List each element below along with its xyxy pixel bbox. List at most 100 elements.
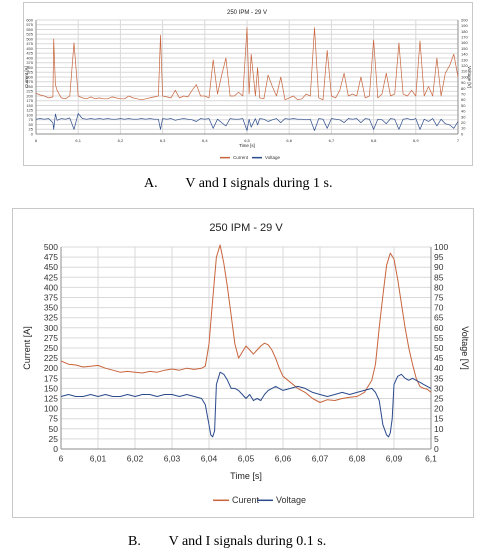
y-right-tick-label: 100 — [461, 74, 468, 79]
y-left-tick-label: 75 — [49, 414, 59, 424]
y-right-tick-label: 50 — [434, 343, 444, 353]
y-right-tick-label: 45 — [434, 353, 444, 363]
y-right-tick-label: 200 — [461, 17, 468, 22]
y-axis-right-label: Voltage [V] — [467, 66, 472, 88]
y-right-tick-label: 70 — [434, 303, 444, 313]
y-left-tick-label: 475 — [26, 41, 33, 46]
series-line-current — [35, 27, 459, 101]
y-left-tick-label: 450 — [44, 262, 58, 272]
y-right-tick-label: 180 — [461, 29, 468, 34]
y-left-tick-label: 375 — [44, 292, 58, 302]
x-tick-label: 6,7 — [329, 138, 335, 143]
y-right-tick-label: 55 — [434, 333, 444, 343]
y-right-tick-label: 170 — [461, 35, 468, 40]
y-right-tick-label: 110 — [461, 69, 468, 74]
x-tick-label: 6,4 — [202, 138, 208, 143]
y-left-tick-label: 450 — [26, 46, 33, 51]
y-left-tick-label: 150 — [44, 383, 58, 393]
y-left-tick-label: 175 — [26, 98, 33, 103]
series-line-voltage — [60, 371, 432, 438]
x-tick-label: 6,2 — [118, 138, 124, 143]
y-left-tick-label: 400 — [26, 55, 33, 60]
x-tick-label: 6,5 — [244, 138, 250, 143]
y-right-tick-label: 160 — [461, 40, 468, 45]
x-tick-label: 6,04 — [201, 454, 218, 464]
x-tick-label: 6,1 — [425, 454, 437, 464]
x-tick-label: 6,03 — [164, 454, 181, 464]
caption-b: B. V and I signals during 0.1 s. — [128, 534, 327, 549]
y-right-tick-label: 190 — [461, 23, 468, 28]
caption-a: A. V and I signals during 1 s. — [144, 176, 333, 191]
legend-label-voltage: Voltage — [265, 155, 281, 160]
y-left-tick-label: 125 — [44, 393, 58, 403]
y-right-tick-label: 35 — [434, 373, 444, 383]
y-left-tick-label: 600 — [26, 17, 33, 22]
chart-a: 250 IPM - 29 V02550751001251501752002252… — [24, 10, 472, 160]
y-left-tick-label: 50 — [49, 424, 59, 434]
x-axis-label: Time [s] — [230, 471, 262, 481]
y-right-tick-label: 15 — [434, 414, 444, 424]
y-right-tick-label: 75 — [434, 292, 444, 302]
y-right-tick-label: 130 — [461, 57, 468, 62]
y-right-tick-label: 60 — [461, 97, 466, 102]
y-right-tick-label: 140 — [461, 52, 468, 57]
y-axis-right-label: Voltage [V] — [460, 326, 470, 370]
x-tick-label: 6,1 — [75, 138, 81, 143]
y-left-tick-label: 275 — [26, 79, 33, 84]
y-left-tick-label: 25 — [29, 127, 34, 132]
x-tick-label: 7 — [457, 138, 460, 143]
y-right-tick-label: 80 — [461, 86, 466, 91]
y-right-tick-label: 25 — [434, 393, 444, 403]
y-left-tick-label: 125 — [26, 108, 33, 113]
y-left-tick-label: 550 — [26, 27, 33, 32]
x-tick-label: 6,09 — [386, 454, 403, 464]
y-right-tick-label: 10 — [434, 424, 444, 434]
y-right-tick-label: 70 — [461, 92, 466, 97]
x-tick-label: 6 — [35, 138, 38, 143]
y-left-tick-label: 300 — [44, 323, 58, 333]
y-right-tick-label: 30 — [434, 383, 444, 393]
y-left-tick-label: 575 — [26, 22, 33, 27]
y-left-tick-label: 425 — [26, 51, 33, 56]
x-tick-label: 6,05 — [238, 454, 255, 464]
y-left-tick-label: 525 — [26, 32, 33, 37]
y-left-tick-label: 325 — [26, 70, 33, 75]
x-tick-label: 6,6 — [286, 138, 292, 143]
y-left-tick-label: 50 — [29, 122, 34, 127]
x-tick-label: 6,06 — [275, 454, 292, 464]
y-right-tick-label: 50 — [461, 103, 466, 108]
y-left-tick-label: 200 — [44, 363, 58, 373]
legend-label-curent: Curent — [232, 495, 260, 505]
y-right-tick-label: 85 — [434, 272, 444, 282]
x-tick-label: 6,9 — [413, 138, 419, 143]
chart-b: 250 IPM - 29 V02550751001251501752002252… — [22, 222, 470, 505]
y-right-tick-label: 60 — [434, 323, 444, 333]
y-right-tick-label: 80 — [434, 282, 444, 292]
y-right-tick-label: 0 — [434, 444, 439, 454]
x-tick-label: 6 — [59, 454, 64, 464]
x-tick-label: 6,01 — [90, 454, 107, 464]
y-left-tick-label: 275 — [44, 333, 58, 343]
y-left-tick-label: 225 — [44, 353, 58, 363]
y-left-tick-label: 500 — [26, 36, 33, 41]
y-right-tick-label: 40 — [434, 363, 444, 373]
y-left-tick-label: 375 — [26, 60, 33, 65]
x-tick-label: 6,8 — [371, 138, 377, 143]
y-left-tick-label: 200 — [26, 93, 33, 98]
y-right-tick-label: 90 — [434, 262, 444, 272]
y-left-tick-label: 100 — [44, 404, 58, 414]
y-left-tick-label: 325 — [44, 313, 58, 323]
x-tick-label: 6,3 — [160, 138, 166, 143]
y-right-tick-label: 95 — [434, 252, 444, 262]
chart-panel-b: 250 IPM - 29 V 0 25 50 75 100 125 150 175 200 225 2… — [12, 208, 474, 518]
x-tick-label: 6,07 — [312, 454, 329, 464]
y-right-tick-label: 5 — [434, 434, 439, 444]
y-right-tick-label: 20 — [434, 404, 444, 414]
chart-title: 250 IPM - 29 V — [227, 10, 267, 16]
y-left-tick-label: 350 — [44, 303, 58, 313]
y-axis-left-label: Current [A] — [24, 66, 29, 88]
y-left-tick-label: 175 — [44, 373, 58, 383]
x-tick-label: 6,02 — [127, 454, 144, 464]
y-right-tick-label: 40 — [461, 109, 466, 114]
y-right-tick-label: 120 — [461, 63, 468, 68]
